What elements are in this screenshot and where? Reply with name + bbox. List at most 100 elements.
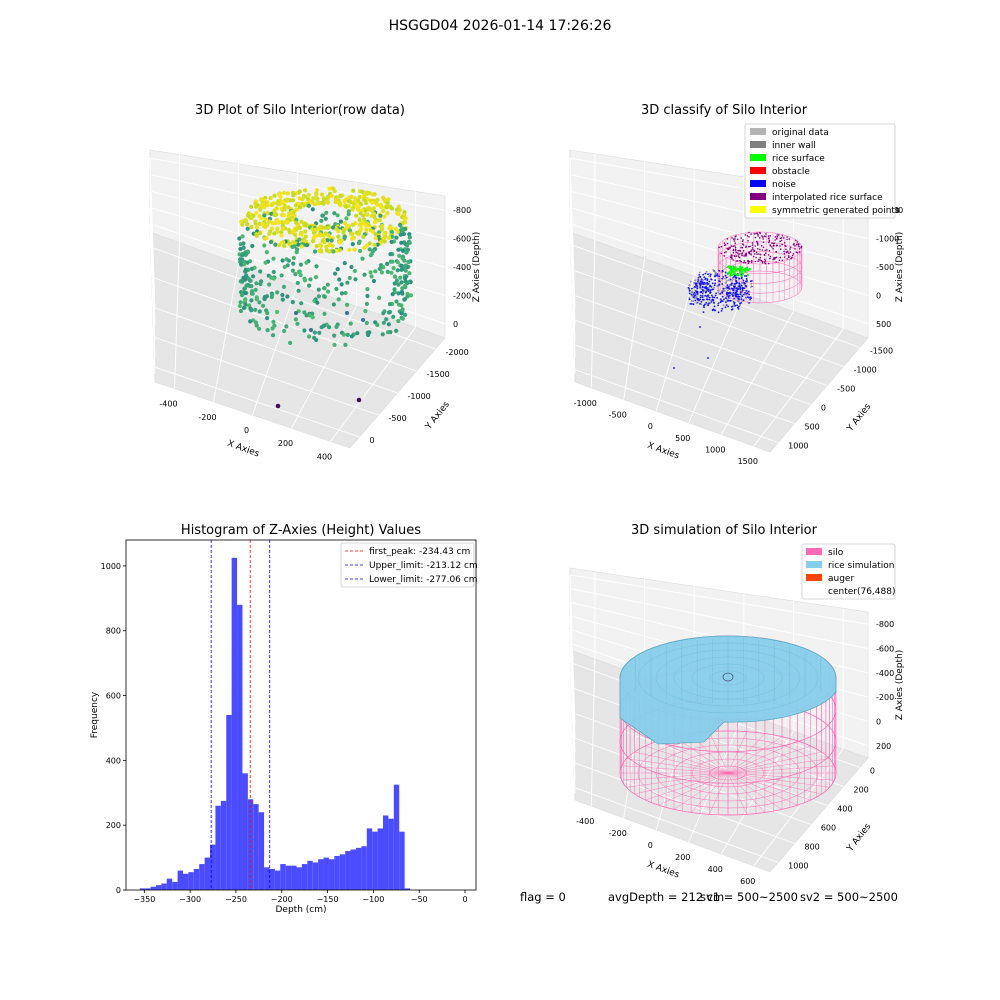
data-point <box>265 316 270 321</box>
data-point <box>388 252 393 257</box>
grid-line <box>151 276 417 372</box>
data-point <box>245 222 250 227</box>
data-point <box>253 307 258 312</box>
data-point <box>265 311 270 316</box>
data-point <box>347 275 352 281</box>
data-point <box>257 221 262 226</box>
data-point <box>404 264 409 269</box>
data-point <box>341 230 346 235</box>
grid-line <box>149 158 156 309</box>
data-point <box>271 276 276 281</box>
z-tick-label: 0 <box>453 320 458 329</box>
y-tick-label: -2000 <box>446 348 469 357</box>
data-point <box>258 282 263 287</box>
grid-line <box>149 207 156 358</box>
data-point <box>384 205 389 210</box>
data-point <box>284 220 289 225</box>
data-point <box>342 221 348 226</box>
data-point <box>251 274 256 279</box>
data-point <box>267 219 272 224</box>
data-point <box>310 207 315 212</box>
data-point <box>254 211 259 216</box>
data-point <box>268 196 273 201</box>
data-point <box>350 207 355 212</box>
data-point <box>358 223 363 228</box>
data-point <box>368 270 373 275</box>
data-point <box>400 286 405 291</box>
data-point <box>345 302 350 307</box>
y-axis-label: Y Axies <box>845 822 874 855</box>
data-point <box>342 261 347 266</box>
data-point <box>316 287 321 292</box>
data-point <box>282 243 287 249</box>
data-point <box>296 269 301 274</box>
x-tick-label: -400 <box>576 817 594 826</box>
data-point <box>262 296 267 302</box>
data-point <box>280 258 285 263</box>
legend-swatch <box>806 574 822 581</box>
data-point <box>373 232 378 237</box>
data-point <box>377 218 382 223</box>
data-point <box>254 225 260 230</box>
data-point <box>290 300 295 305</box>
data-point <box>396 291 401 296</box>
data-point <box>325 238 330 243</box>
data-point <box>391 266 396 271</box>
data-point <box>370 229 375 234</box>
data-point <box>324 244 329 249</box>
data-point <box>403 312 408 317</box>
y-tick-label: -500 <box>389 414 407 423</box>
data-point <box>389 270 394 275</box>
data-point <box>405 243 410 248</box>
data-point <box>406 259 411 265</box>
data-point <box>263 260 268 265</box>
data-point <box>396 212 401 217</box>
data-point <box>279 273 284 278</box>
data-point <box>398 232 403 237</box>
plot1-title: 3D Plot of Silo Interior(row data) <box>195 103 405 118</box>
data-point <box>394 278 399 283</box>
data-point <box>338 194 343 199</box>
data-point <box>397 253 402 258</box>
data-point <box>366 223 372 228</box>
data-point <box>356 207 361 212</box>
data-point <box>362 245 367 250</box>
data-point <box>399 280 404 285</box>
figure-title: HSGGD04 2026-01-14 17:26:26 <box>388 18 612 34</box>
data-point <box>293 203 298 208</box>
data-point <box>258 216 263 221</box>
data-point <box>243 252 248 257</box>
legend-label: center(76,488) <box>828 587 895 597</box>
data-point <box>360 189 365 194</box>
data-point <box>242 286 247 291</box>
data-point <box>396 282 401 287</box>
plot2-title: 3D classify of Silo Interior <box>640 103 808 118</box>
y-tick-label: -1000 <box>408 392 431 401</box>
data-point <box>350 242 355 247</box>
x-tick-label: 400 <box>708 865 723 874</box>
grid-line <box>149 190 156 342</box>
data-point <box>371 278 377 284</box>
data-point <box>269 226 275 231</box>
data-point <box>311 196 316 201</box>
data-point <box>286 214 291 219</box>
data-point <box>358 248 363 254</box>
data-point <box>335 267 340 272</box>
data-point <box>315 197 320 202</box>
data-point <box>386 235 392 241</box>
data-point <box>357 217 362 222</box>
data-point <box>399 240 404 245</box>
data-point <box>324 210 329 215</box>
data-point <box>321 201 326 206</box>
status-sv1: sv1 = 500~2500 <box>700 890 798 904</box>
grid-line <box>149 223 446 325</box>
z-tick-label: -400 <box>453 263 471 272</box>
data-point <box>323 216 328 221</box>
data-point <box>329 238 334 243</box>
data-point <box>400 215 405 220</box>
data-point <box>386 310 392 315</box>
data-point <box>279 230 284 235</box>
data-point <box>281 213 286 218</box>
